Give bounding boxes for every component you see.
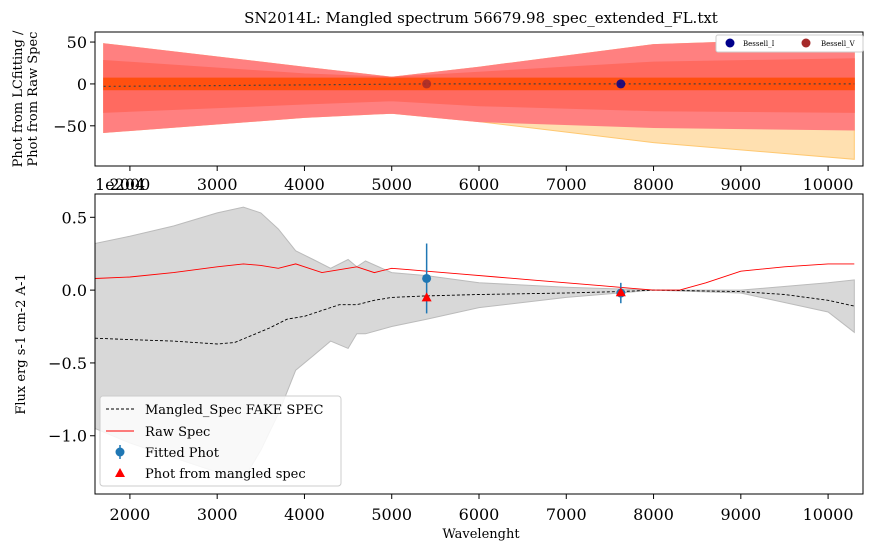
top-dotted-line [103,83,855,87]
top-xtick-label: 10000 [803,175,854,194]
top-legend-box [715,34,864,53]
top-xtick-label: 8000 [633,175,674,194]
bottom-xtick-label: 5000 [371,505,412,524]
bottom-ytick-label: 0.5 [62,208,87,227]
legend-label-bessell-v: Bessell_V [821,40,856,48]
legend-label-raw-spec: Raw Spec [145,425,210,440]
top-ytick-label: 0 [77,75,87,94]
bottom-xtick-label: 3000 [197,505,238,524]
top-offset-label: 1e204 [95,175,145,194]
top-xtick-label: 6000 [459,175,500,194]
legend-label-bessell-i: Bessell_I [743,40,775,48]
legend-marker-bessell-i [725,38,735,48]
series-raw-spec [95,263,855,291]
top-ticks: 2000 3000 4000 5000 6000 7000 8000 9000 10000 −50… [53,33,853,194]
top-ytick-label: 50 [67,33,87,52]
bottom-xtick-label: 7000 [546,505,587,524]
top-panel: SN2014L: Mangled spectrum 56679.98_spec_… [11,9,864,194]
phot-mangled-point [615,287,626,297]
top-plot-area [103,37,855,160]
legend-marker-fitted-phot [115,447,125,457]
top-xtick-label: 2000 [110,175,151,194]
legend-marker-bessell-v [801,38,811,48]
bottom-ytick-label: 0.0 [62,281,87,300]
top-ytick-label: −50 [53,117,87,136]
top-xtick-label: 9000 [720,175,761,194]
bottom-ytick-label: −1.0 [48,427,87,446]
bottom-xtick-label: 2000 [110,505,151,524]
bottom-ylabel: Flux erg s-1 cm-2 A-1 [14,273,29,414]
bottom-xtick-label: 10000 [803,505,854,524]
bottom-legend-box [99,395,342,487]
bottom-xtick-label: 6000 [459,505,500,524]
top-ylabel-line1: Phot from LCfitting / [11,30,26,167]
legend-label-fitted-phot: Fitted Phot [145,446,220,461]
phot-mangled-point [421,292,432,302]
top-xtick-label: 7000 [546,175,587,194]
bottom-ytick-label: −0.5 [48,354,87,373]
bottom-xtick-label: 4000 [284,505,325,524]
fitted-phot-point [422,273,432,283]
chart-title: SN2014L: Mangled spectrum 56679.98_spec_… [244,9,718,27]
top-xtick-label: 4000 [284,175,325,194]
legend-label-phot-mangled: Phot from mangled spec [145,467,306,482]
top-xtick-label: 5000 [371,175,412,194]
top-legend: Bessell_I Bessell_V [715,34,864,53]
top-point-bessell-v [422,79,432,89]
bottom-xtick-label: 9000 [720,505,761,524]
bottom-ticks: 2000 3000 4000 5000 6000 7000 8000 9000 10000 −1.… [48,208,853,524]
bottom-panel: 2000 3000 4000 5000 6000 7000 8000 9000 10000 −1.… [14,193,864,542]
legend-label-mangled-spec: Mangled_Spec FAKE SPEC [145,403,324,418]
top-ylabel-line2: Phot from Raw Spec [26,32,41,167]
top-xtick-label: 3000 [197,175,238,194]
bottom-xtick-label: 8000 [633,505,674,524]
series-mangled-spec-fake-spec [95,289,855,345]
top-point-bessell-i [616,79,626,89]
bottom-legend: Mangled_Spec FAKE SPEC Raw Spec Fitted P… [99,395,342,487]
legend-marker-phot-mangled [115,468,125,477]
bottom-xlabel: Wavelenght [442,527,520,542]
